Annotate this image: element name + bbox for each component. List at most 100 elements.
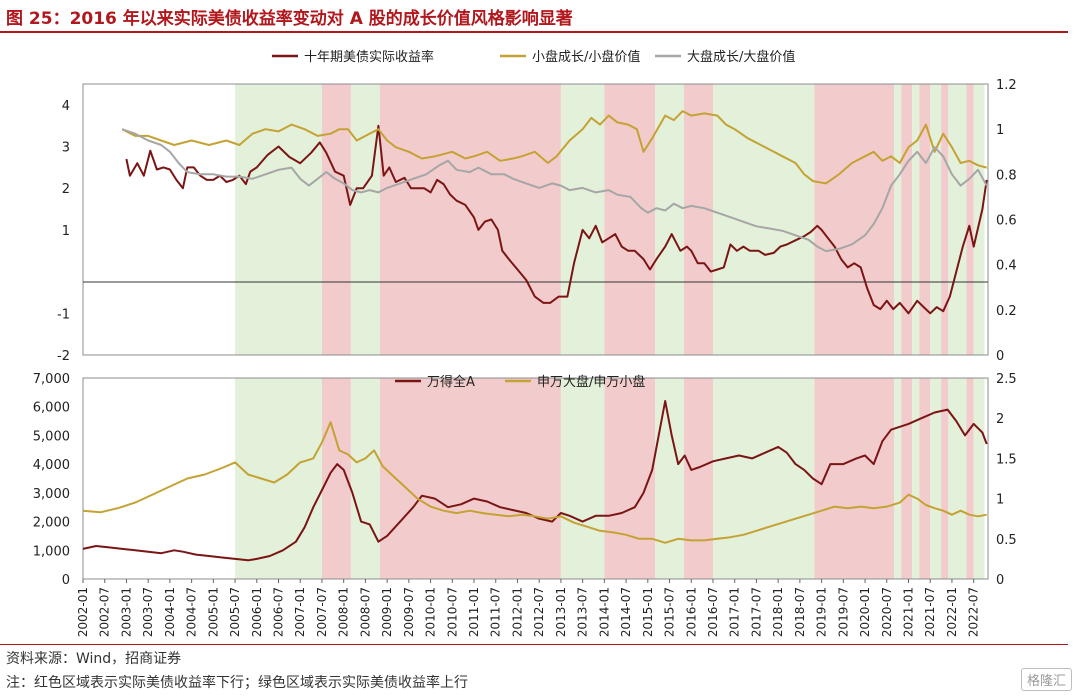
bottom-left-tick-3: 4,000 xyxy=(33,458,70,473)
x-tick-label-3: 2003-07 xyxy=(141,587,155,637)
shade-region-red-5-p1 xyxy=(604,378,656,579)
bottom-right-tick-1: 2 xyxy=(996,412,1004,427)
x-tick-label-31: 2017-07 xyxy=(749,587,763,637)
x-tick-label-37: 2020-07 xyxy=(880,587,894,637)
bottom-right-tick-0: 2.5 xyxy=(996,372,1017,387)
top-right-tick-6: 0 xyxy=(996,349,1004,364)
plot-frames xyxy=(82,83,989,580)
bottom-left-tick-5: 2,000 xyxy=(33,516,70,531)
x-tick-label-35: 2019-07 xyxy=(836,587,850,637)
x-tick-label-41: 2022-07 xyxy=(967,587,981,637)
shade-region-red-15-p1 xyxy=(941,378,949,579)
x-tick-label-19: 2011-07 xyxy=(489,587,503,637)
top-right-tick-0: 1.2 xyxy=(996,78,1017,93)
bottom-left-tick-7: 0 xyxy=(62,573,70,588)
top-legend-label-1: 小盘成长/小盘价值 xyxy=(532,49,640,65)
shade-region-green-8-p0 xyxy=(712,84,815,355)
x-tick-label-30: 2017-01 xyxy=(728,587,742,637)
shade-region-green-6-p1 xyxy=(655,378,685,579)
top-left-tick-4: -1 xyxy=(57,307,70,322)
shade-region-green-16-p1 xyxy=(948,378,967,579)
x-tick-label-38: 2021-01 xyxy=(901,587,915,637)
shade-region-red-11-p0 xyxy=(901,84,913,355)
top-left-tick-0: 4 xyxy=(62,99,70,114)
bottom-left-tick-1: 6,000 xyxy=(33,401,70,416)
shade-region-green-2-p1 xyxy=(350,378,380,579)
top-series-line-1 xyxy=(121,110,987,185)
x-tick-label-18: 2011-01 xyxy=(467,587,481,637)
chart-title: 图 25：2016 年以来实际美债收益率变动对 A 股的成长价值风格影响显著 xyxy=(6,9,573,29)
x-tick-label-40: 2022-01 xyxy=(945,587,959,637)
shade-region-red-3-p1 xyxy=(379,378,561,579)
bottom-right-tick-4: 0.5 xyxy=(996,533,1017,548)
shade-region-green-12-p0 xyxy=(912,84,920,355)
x-tick-label-0: 2002-01 xyxy=(76,587,90,637)
title-rule xyxy=(0,31,1068,33)
chart-canvas: 4 3 2 1 -1 -2 1.2 1 0.8 0.6 0.4 0.2 0 7,000 6,000 5,000… xyxy=(33,49,1017,637)
shade-region-green-4-p1 xyxy=(560,378,605,579)
plot-frame-1 xyxy=(82,377,989,580)
x-tick-label-26: 2015-01 xyxy=(641,587,655,637)
axes-layer: 4 3 2 1 -1 -2 1.2 1 0.8 0.6 0.4 0.2 0 7,000 6,000 5,000… xyxy=(33,78,1017,637)
plot-frame-0 xyxy=(82,83,989,356)
top-legend-label-0: 十年期美债实际收益率 xyxy=(304,49,434,65)
bottom-legend-label-1: 申万大盘/申万小盘 xyxy=(537,374,645,390)
shade-region-green-10-p1 xyxy=(894,378,902,579)
x-tick-label-24: 2014-01 xyxy=(597,587,611,637)
x-tick-label-23: 2013-07 xyxy=(576,587,590,637)
x-tick-label-1: 2002-07 xyxy=(98,587,112,637)
x-tick-label-14: 2009-01 xyxy=(380,587,394,637)
x-tick-label-7: 2005-07 xyxy=(228,587,242,637)
bottom-left-tick-2: 5,000 xyxy=(33,429,70,444)
watermark-logo: 格隆汇 xyxy=(1020,668,1072,691)
shade-region-red-17-p1 xyxy=(966,378,974,579)
x-tick-label-34: 2019-01 xyxy=(815,587,829,637)
top-right-tick-3: 0.6 xyxy=(996,214,1017,229)
x-tick-label-11: 2007-07 xyxy=(315,587,329,637)
x-tick-label-17: 2010-07 xyxy=(445,587,459,637)
shade-region-green-0-p0 xyxy=(235,84,322,355)
x-tick-label-12: 2008-01 xyxy=(337,587,351,637)
top-right-tick-1: 1 xyxy=(996,123,1004,138)
top-right-tick-2: 0.8 xyxy=(996,168,1017,183)
shade-region-green-6-p0 xyxy=(655,84,685,355)
x-tick-label-5: 2004-07 xyxy=(185,587,199,637)
x-tick-label-13: 2008-07 xyxy=(358,587,372,637)
x-tick-label-20: 2012-01 xyxy=(510,587,524,637)
shade-region-green-16-p0 xyxy=(948,84,967,355)
shade-region-red-15-p0 xyxy=(941,84,949,355)
x-tick-label-15: 2009-07 xyxy=(402,587,416,637)
bottom-left-tick-0: 7,000 xyxy=(33,372,70,387)
x-tick-label-27: 2015-07 xyxy=(663,587,677,637)
shade-region-red-13-p1 xyxy=(919,378,931,579)
x-tick-label-21: 2012-07 xyxy=(532,587,546,637)
footer-rule xyxy=(0,644,1068,645)
shade-region-red-1-p0 xyxy=(321,84,351,355)
shade-region-red-7-p0 xyxy=(684,84,713,355)
shade-region-red-3-p0 xyxy=(379,84,561,355)
shaded-regions xyxy=(235,84,985,579)
bottom-right-tick-2: 1.5 xyxy=(996,452,1017,467)
shade-region-green-0-p1 xyxy=(235,378,322,579)
x-tick-label-36: 2020-01 xyxy=(858,587,872,637)
top-left-tick-5: -2 xyxy=(57,349,70,364)
top-right-tick-5: 0.2 xyxy=(996,304,1017,319)
series-layer xyxy=(82,110,988,562)
top-legend-label-2: 大盘成长/大盘价值 xyxy=(687,49,795,65)
legend-note: 注：红色区域表示实际美债收益率下行；绿色区域表示实际美债收益率上行 xyxy=(6,675,468,691)
top-series-line-0 xyxy=(125,124,988,315)
shade-region-green-18-p1 xyxy=(973,378,985,579)
x-tick-label-9: 2006-07 xyxy=(272,587,286,637)
top-left-tick-2: 2 xyxy=(62,182,70,197)
bottom-series-line-0 xyxy=(82,400,988,562)
shade-region-green-12-p1 xyxy=(912,378,920,579)
bottom-left-tick-6: 1,000 xyxy=(33,544,70,559)
shade-region-green-10-p0 xyxy=(894,84,902,355)
x-tick-label-22: 2013-01 xyxy=(554,587,568,637)
top-left-tick-1: 3 xyxy=(62,141,70,156)
shade-region-red-13-p0 xyxy=(919,84,931,355)
shade-region-red-7-p1 xyxy=(684,378,713,579)
shade-region-green-14-p0 xyxy=(930,84,942,355)
x-tick-label-8: 2006-01 xyxy=(250,587,264,637)
